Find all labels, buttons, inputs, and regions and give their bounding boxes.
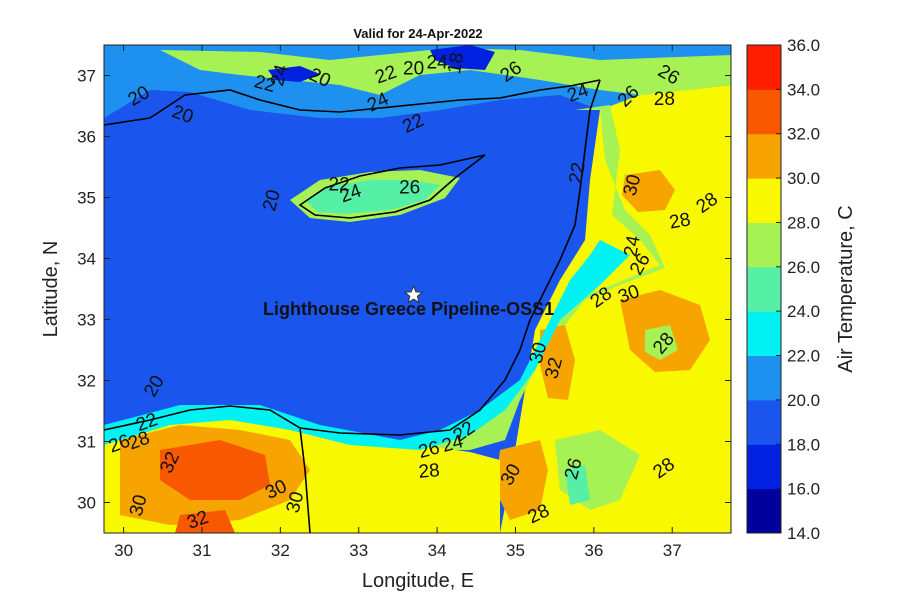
colorbar-tick-label: 28.0 <box>787 213 820 232</box>
map-title: Valid for 24-Apr-2022 <box>353 26 482 41</box>
colorbar-segment <box>747 444 781 490</box>
colorbar-segment <box>747 178 781 223</box>
colorbar-segment <box>747 355 781 401</box>
x-tick-label: 37 <box>663 541 682 560</box>
contour-label: 22 <box>329 174 350 195</box>
north-cold-pocket <box>430 45 495 70</box>
x-axis-ticks: 30 31 32 33 34 35 36 37 <box>114 45 682 560</box>
levant-green-patch <box>645 325 678 360</box>
suez-line <box>299 427 311 533</box>
y-tick-label: 30 <box>77 494 96 513</box>
cyprus-coastline <box>298 154 486 219</box>
colorbar-frame <box>746 44 782 534</box>
contour-label: 28 <box>668 209 692 233</box>
egypt-coastline <box>104 405 301 431</box>
colorbar-segment <box>747 311 781 357</box>
colorbar-segment <box>747 488 781 534</box>
temperature-field <box>104 45 731 533</box>
colorbar-tick-label: 34.0 <box>787 80 820 99</box>
contour-label: 24 <box>427 52 449 73</box>
colorbar-tick-label: 32.0 <box>787 125 820 144</box>
y-tick-label: 31 <box>77 433 96 452</box>
colorbar-tick-label: 22.0 <box>787 347 820 366</box>
levant-coastline <box>299 79 601 436</box>
levant-orange-patch <box>622 170 675 212</box>
contour-label: 18 <box>444 51 468 75</box>
y-tick-label: 33 <box>77 311 96 330</box>
levant-orange-patch-2 <box>540 325 575 400</box>
contour-label: 28 <box>654 89 675 110</box>
turkey-coastline <box>104 79 601 126</box>
colorbar-segment <box>747 45 781 90</box>
contour-label: 26 <box>399 177 420 198</box>
y-axis-ticks: 30 31 32 33 34 35 36 37 <box>77 67 731 513</box>
x-tick-label: 30 <box>114 541 133 560</box>
coastlines <box>104 79 601 533</box>
colorbar-segment <box>747 266 781 312</box>
site-star-icon[interactable] <box>403 284 424 304</box>
y-tick-label: 34 <box>77 250 96 269</box>
north-cold-pocket-2 <box>268 66 320 82</box>
colorbar: 36.0 34.0 32.0 30.0 28.0 26.0 24.0 22.0 20.0 18.0… <box>746 36 820 543</box>
x-tick-label: 34 <box>428 541 447 560</box>
x-tick-label: 32 <box>271 541 290 560</box>
y-tick-label: 37 <box>77 67 96 86</box>
colorbar-segment <box>747 133 781 179</box>
colorbar-segment <box>747 399 781 445</box>
y-tick-label: 35 <box>77 189 96 208</box>
colorbar-tick-label: 26.0 <box>787 258 820 277</box>
contour-label: 22 <box>566 161 590 185</box>
site-label: Lighthouse Greece Pipeline-OSS1 <box>263 299 554 319</box>
egypt-hot-patch <box>160 440 270 500</box>
y-axis-label: Latitude, N <box>40 241 62 338</box>
y-tick-label: 32 <box>77 372 96 391</box>
egypt-hot-patch-2 <box>175 510 235 533</box>
contour-label: 28 <box>418 460 441 483</box>
colorbar-tick-label: 30.0 <box>787 169 820 188</box>
levant-inland-yellow <box>500 85 731 533</box>
y-tick-label: 36 <box>77 128 96 147</box>
colorbar-tick-label: 24.0 <box>787 302 820 321</box>
coastal-teal-band <box>104 240 630 450</box>
colorbar-label: Air Temperature, C <box>835 205 857 372</box>
colorbar-segment <box>747 89 781 135</box>
plot-frame <box>103 44 732 534</box>
x-axis-label: Longitude, E <box>362 570 474 592</box>
north-green-band <box>160 48 731 95</box>
cyprus-teal-fringe <box>305 180 440 214</box>
site-marker-group: Lighthouse Greece Pipeline-OSS1 <box>263 284 554 319</box>
x-tick-label: 35 <box>506 541 525 560</box>
x-tick-label: 31 <box>193 541 212 560</box>
colorbar-tick-label: 18.0 <box>787 435 820 454</box>
sinai-teal-patch <box>565 465 590 505</box>
sinai-orange-patch <box>495 440 548 520</box>
colorbar-tick-label: 36.0 <box>787 36 820 55</box>
colorbar-tick-label: 16.0 <box>787 480 820 499</box>
x-tick-label: 36 <box>584 541 603 560</box>
contour-label: 24 <box>620 234 644 259</box>
colorbar-tick-label: 20.0 <box>787 391 820 410</box>
colorbar-tick-label: 14.0 <box>787 524 820 543</box>
contour-label: 20 <box>403 58 424 79</box>
colorbar-segment <box>747 222 781 268</box>
x-tick-label: 33 <box>349 541 368 560</box>
